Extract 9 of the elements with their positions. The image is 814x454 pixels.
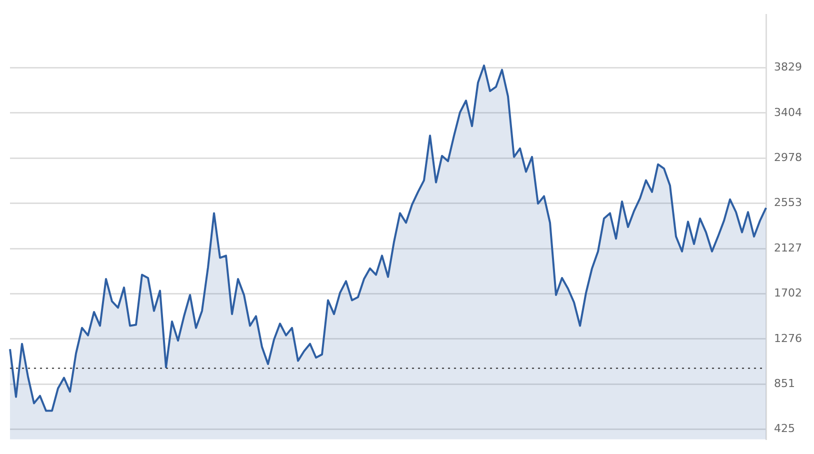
y-tick-label: 425 — [774, 422, 796, 436]
y-tick-label: 1276 — [774, 332, 802, 345]
y-tick-label: 2553 — [774, 196, 802, 210]
y-tick-label: 3404 — [774, 106, 802, 119]
y-tick-label: 3829 — [774, 60, 802, 74]
y-tick-label: 2127 — [774, 241, 802, 254]
y-tick-label: 1702 — [774, 286, 802, 300]
y-tick-label: 851 — [774, 376, 796, 390]
y-tick-label: 2978 — [774, 151, 802, 164]
